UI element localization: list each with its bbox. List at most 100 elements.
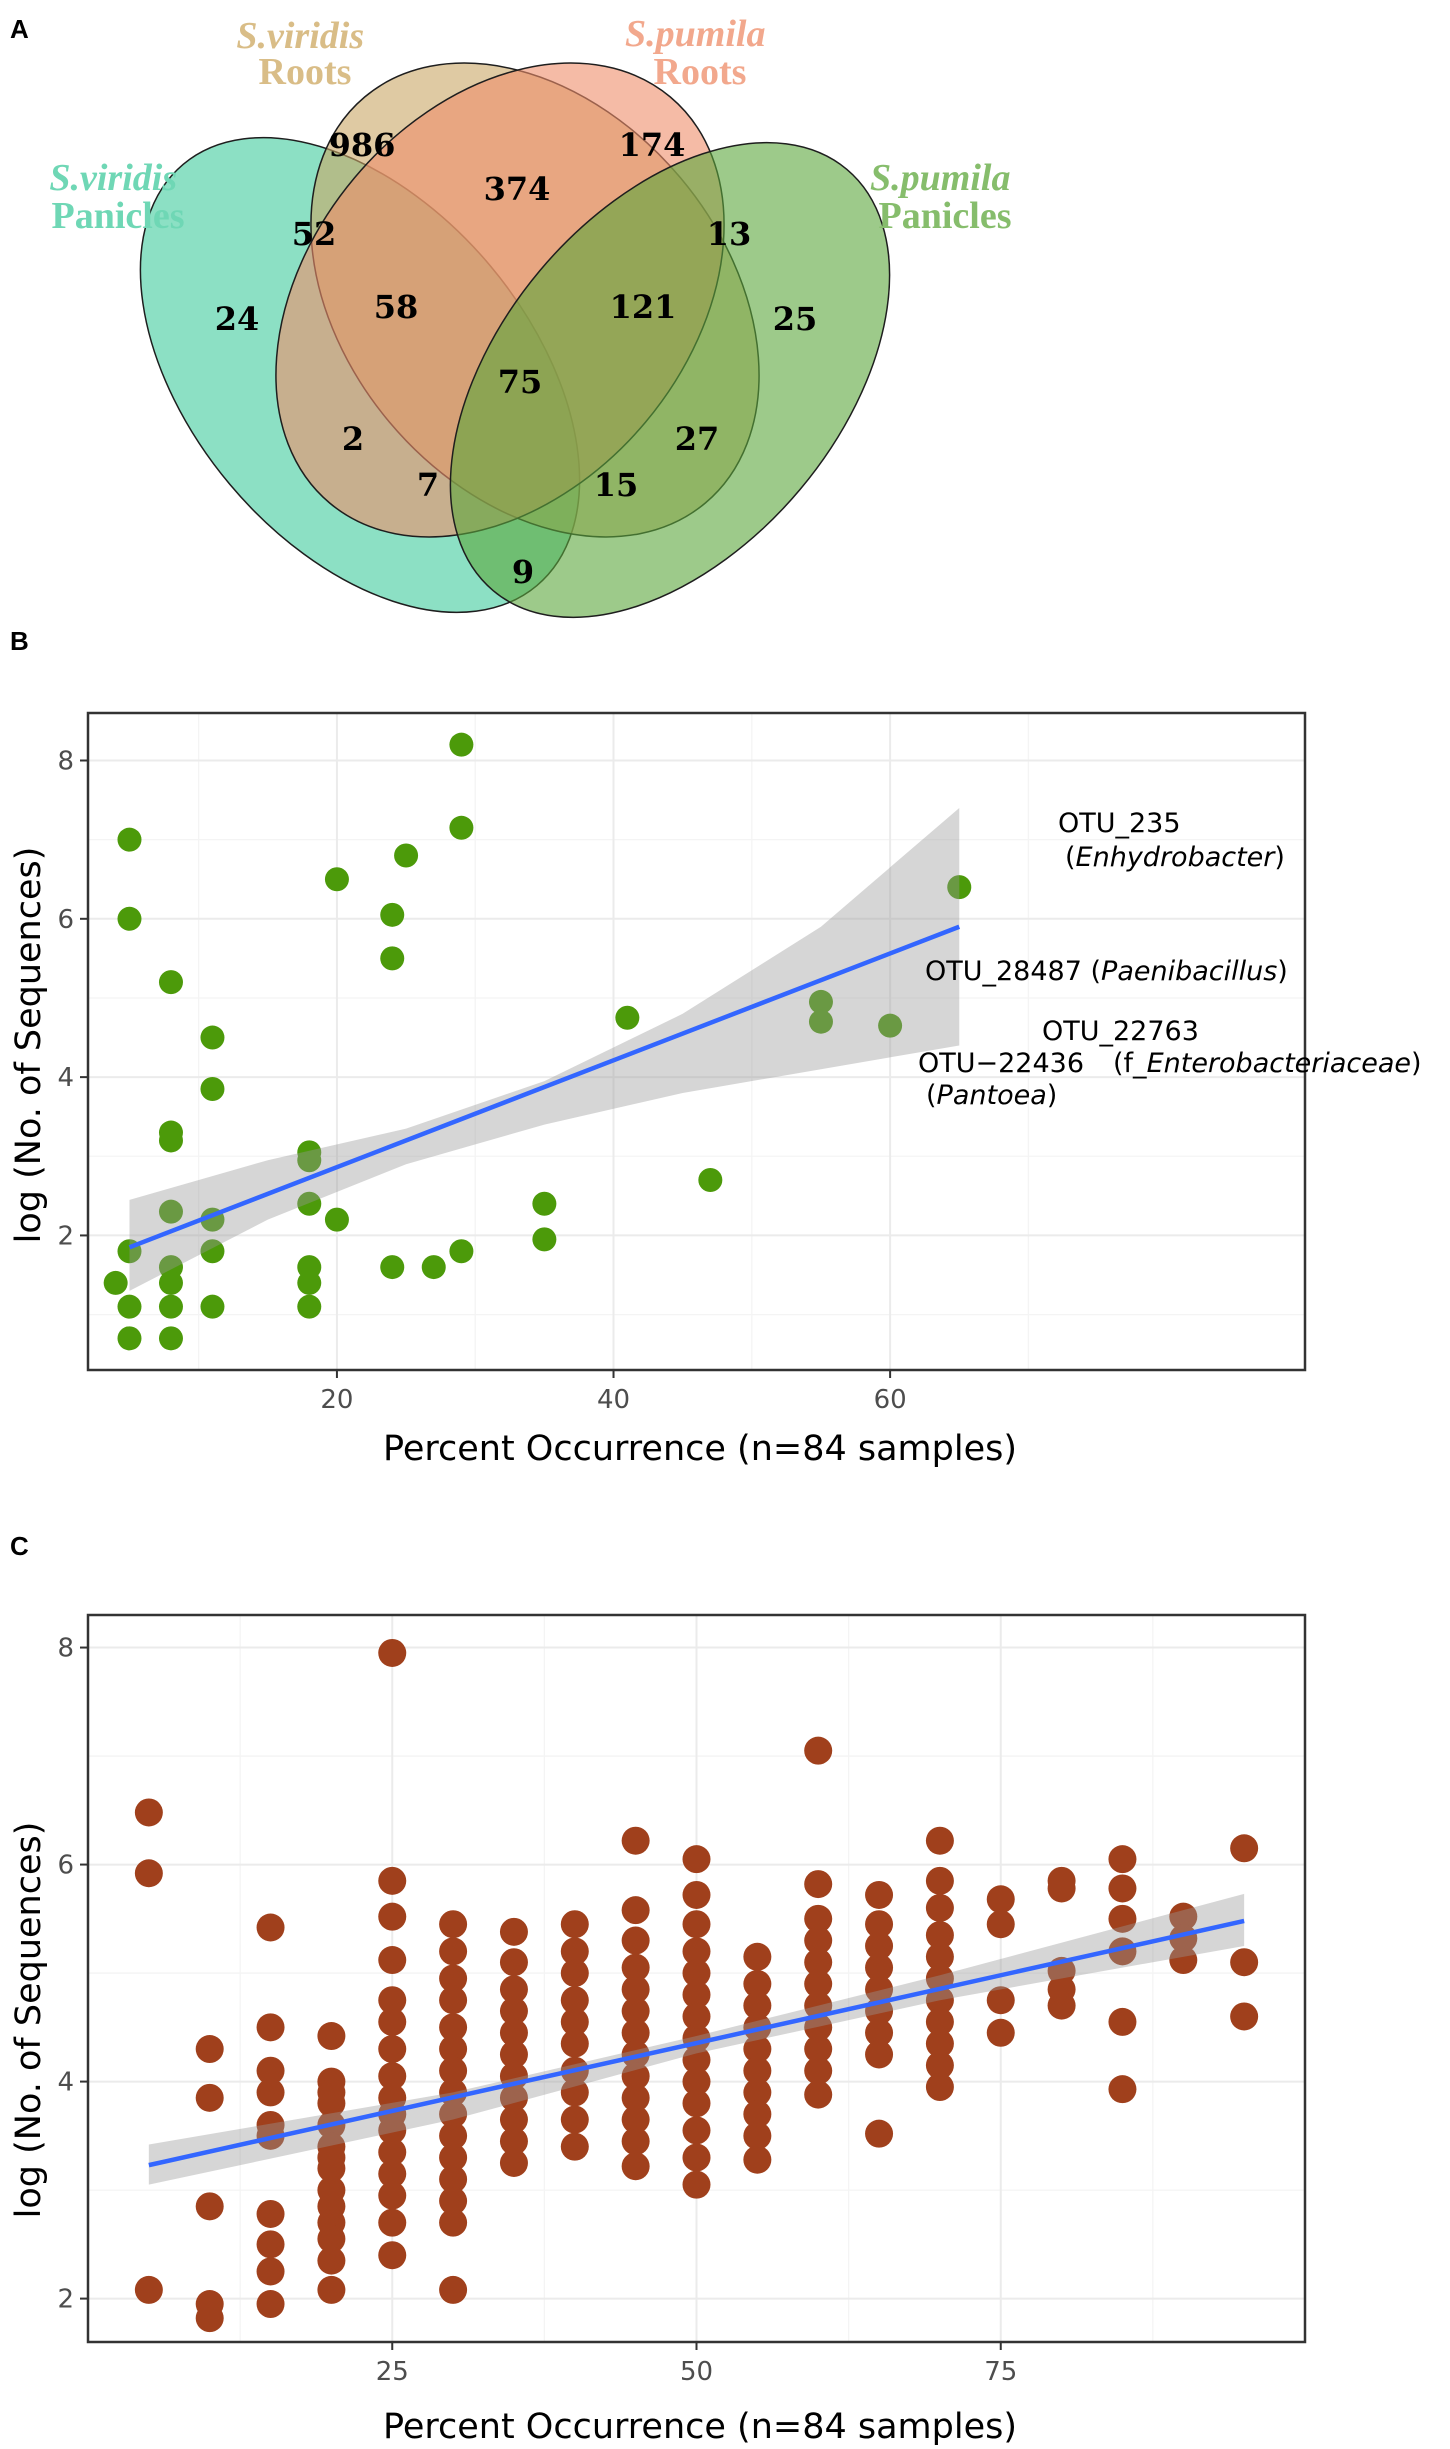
trend-line: [128, 924, 961, 1250]
data-point: [195, 2083, 224, 2112]
data-point: [103, 1270, 128, 1295]
data-point: [1047, 1991, 1076, 2020]
data-point: [378, 2062, 407, 2091]
data-point: [986, 1885, 1015, 1914]
data-point: [808, 1009, 833, 1034]
data-point: [615, 1005, 640, 1030]
data-point: [200, 1076, 225, 1101]
data-point: [158, 1128, 183, 1153]
data-point: [499, 2127, 528, 2156]
data-point: [804, 1926, 833, 1955]
data-point: [865, 1975, 894, 2004]
venn-ellipse-spumila-panicles: [449, 141, 891, 619]
data-point: [621, 1826, 650, 1855]
data-point: [256, 2290, 285, 2319]
data-point: [449, 815, 474, 840]
data-point: [560, 2029, 589, 2058]
data-point: [117, 1294, 142, 1319]
data-point: [134, 1798, 163, 1827]
y-axis-title-c: log (No. of Sequences): [9, 1822, 49, 2219]
data-point: [297, 1191, 322, 1216]
data-point: [743, 2121, 772, 2150]
data-point: [698, 1168, 723, 1193]
venn-count-spr-spp: 13: [707, 215, 752, 253]
data-point: [200, 1239, 225, 1264]
data-point: [804, 1904, 833, 1933]
data-point: [297, 1270, 322, 1295]
data-point: [532, 1227, 557, 1252]
data-point: [439, 2186, 468, 2215]
venn-label-spumila-panicles: S.pumila Panicles: [870, 157, 1020, 237]
data-point: [925, 1921, 954, 1950]
data-point: [439, 2275, 468, 2304]
data-point: [804, 2035, 833, 2064]
data-point: [743, 1942, 772, 1971]
panel-letter-b: B: [10, 626, 29, 656]
data-point: [1230, 1834, 1259, 1863]
data-point: [743, 2145, 772, 2174]
data-point: [682, 2002, 711, 2031]
data-point: [621, 2127, 650, 2156]
data-point: [621, 2062, 650, 2091]
data-point: [743, 2056, 772, 2085]
data-point: [621, 2018, 650, 2047]
data-point: [378, 2159, 407, 2188]
data-point: [743, 1969, 772, 1998]
data-point: [743, 2100, 772, 2129]
data-point: [380, 902, 405, 927]
y-tick-label: 8: [57, 1634, 74, 1664]
annotation-otu22436-id: OTU−22436: [918, 1048, 1084, 1079]
data-point: [317, 2224, 346, 2253]
data-point: [195, 2035, 224, 2064]
x-axis-title-c: Percent Occurrence (n=84 samples): [383, 2407, 1017, 2447]
trend-line: [148, 1918, 1245, 2168]
data-point: [134, 1859, 163, 1888]
scatter-plot-b: 20 40 60 2 4 6 8: [57, 711, 1307, 1415]
data-point: [808, 989, 833, 1014]
data-point: [1230, 2002, 1259, 2031]
data-point: [865, 1910, 894, 1939]
data-point: [499, 2105, 528, 2134]
data-point: [256, 2056, 285, 2085]
data-point: [560, 1986, 589, 2015]
data-point: [439, 1937, 468, 1966]
data-point: [682, 2045, 711, 2074]
data-point: [256, 2230, 285, 2259]
data-point: [158, 1270, 183, 1295]
data-point: [378, 2241, 407, 2270]
venn-count-spr-only: 174: [619, 126, 686, 164]
x-axis-title-b: Percent Occurrence (n=84 samples): [383, 1429, 1017, 1469]
data-point: [925, 2051, 954, 2080]
data-point: [560, 1959, 589, 1988]
data-point: [439, 2143, 468, 2172]
data-point: [986, 1986, 1015, 2015]
y-tick-label: 4: [57, 2068, 74, 2098]
data-point: [439, 2100, 468, 2129]
data-point: [865, 1880, 894, 1909]
venn-label-sviridis-roots: S.viridis Roots: [236, 15, 373, 93]
data-point: [1108, 1904, 1137, 1933]
plot-background: [88, 713, 1305, 1370]
data-point: [865, 1931, 894, 1960]
data-point: [621, 2152, 650, 2181]
data-point: [499, 1997, 528, 2026]
data-point: [804, 1736, 833, 1765]
data-point: [804, 2056, 833, 2085]
venn-count-all: 75: [498, 363, 543, 401]
y-tick-label: 2: [57, 2285, 74, 2315]
data-point: [499, 2083, 528, 2112]
data-point: [532, 1191, 557, 1216]
data-point: [682, 1845, 711, 1874]
annotation-otu22763-id: OTU_22763: [1042, 1016, 1199, 1047]
data-point: [256, 2078, 285, 2107]
y-tick-label: 4: [57, 1063, 74, 1093]
data-point: [682, 1910, 711, 1939]
data-point: [1230, 1948, 1259, 1977]
venn-count-svp-svr: 52: [292, 215, 337, 253]
data-point: [925, 1942, 954, 1971]
data-point: [743, 1991, 772, 2020]
data-point: [439, 2165, 468, 2194]
data-point: [256, 2257, 285, 2286]
data-point: [158, 970, 183, 995]
data-point: [324, 1207, 349, 1232]
